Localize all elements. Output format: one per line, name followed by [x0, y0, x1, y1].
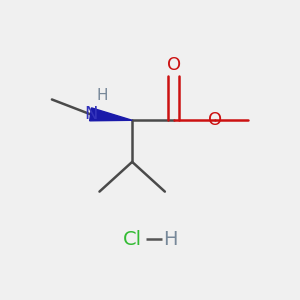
Text: H: H [97, 88, 108, 103]
Polygon shape [90, 108, 132, 121]
Text: H: H [164, 230, 178, 249]
Text: Cl: Cl [123, 230, 142, 249]
Text: O: O [167, 56, 181, 74]
Text: N: N [84, 105, 97, 123]
Text: O: O [208, 111, 223, 129]
